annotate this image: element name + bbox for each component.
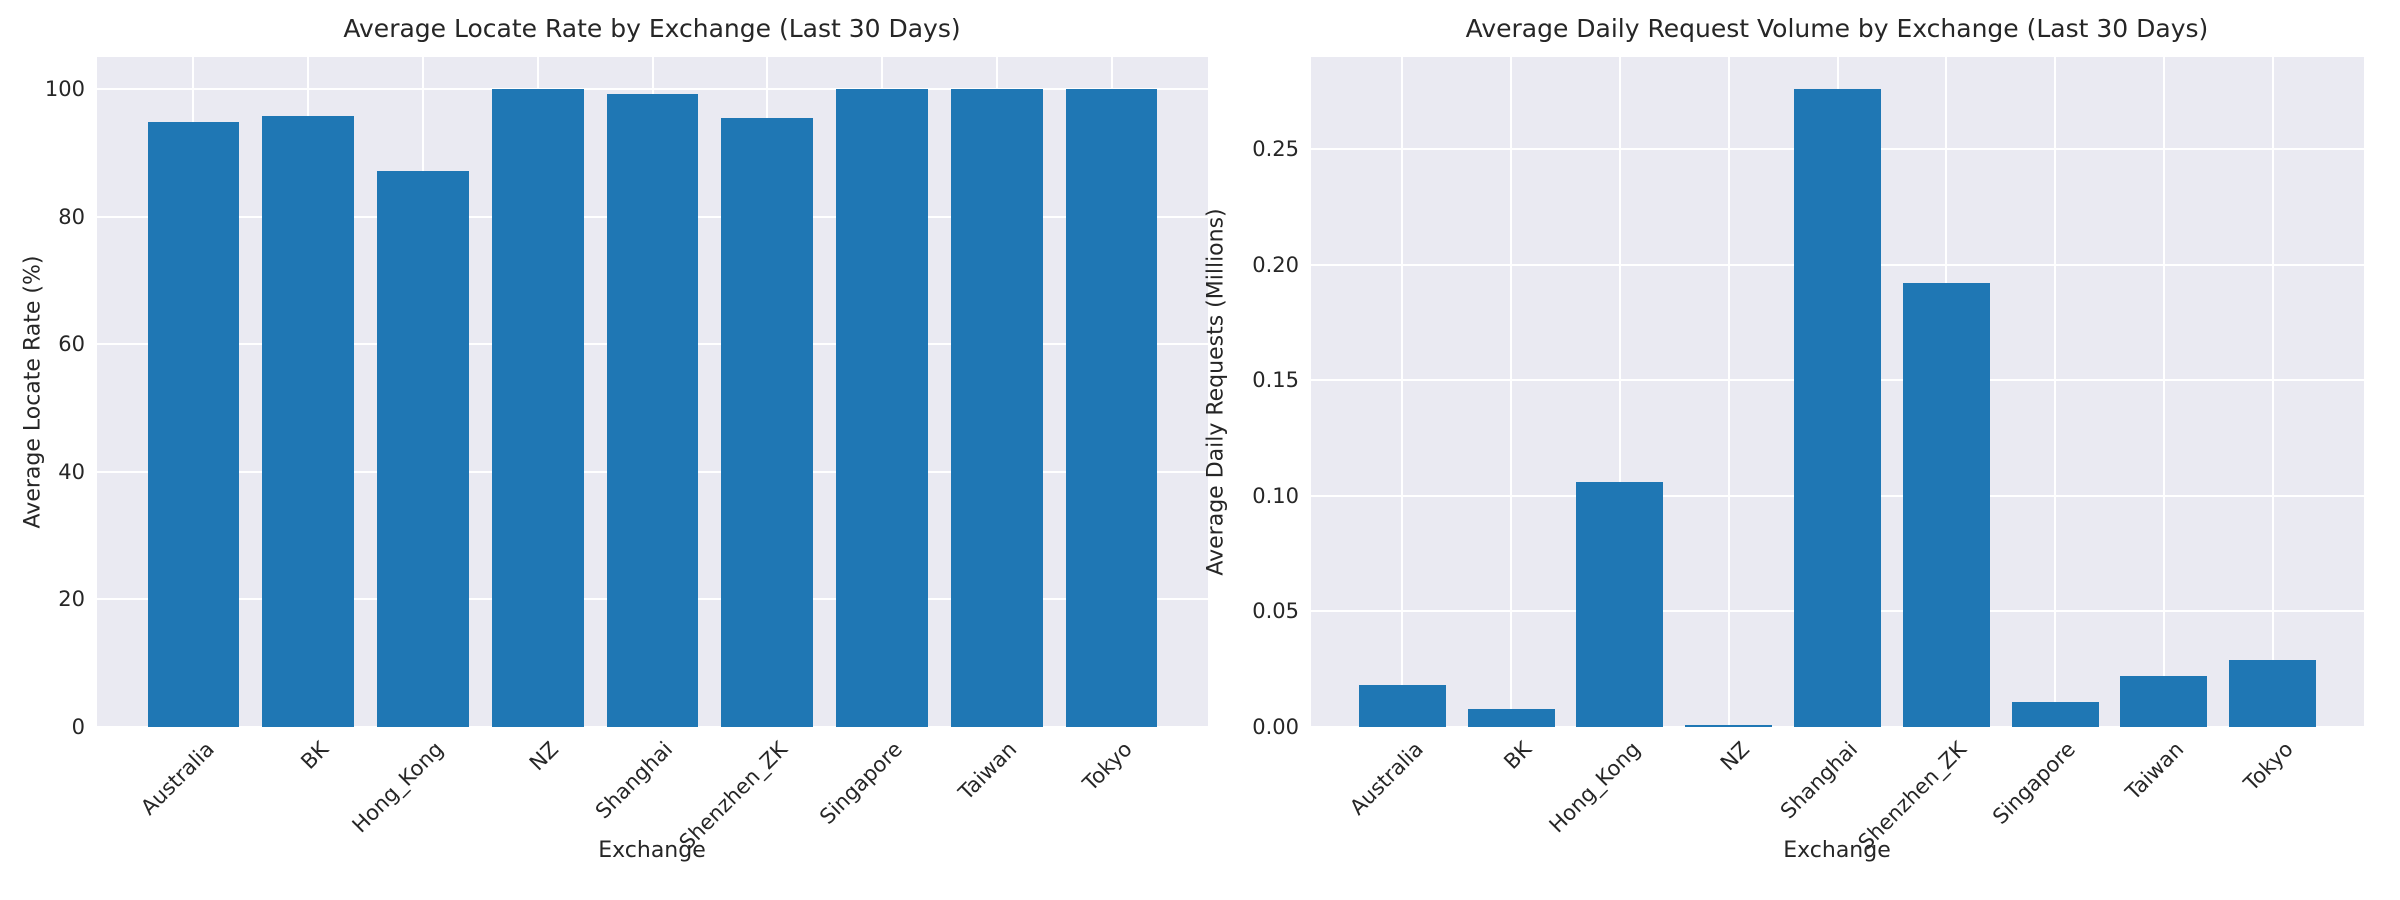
x-tick-label-singapore: Singapore [1988,737,2081,829]
y-tick-label: 100 [44,76,85,101]
gridline-horizontal [97,726,1208,728]
x-tick-label-nz: NZ [524,737,563,776]
bar-australia [147,122,240,727]
bar-shenzhen_zk [721,118,814,727]
bar-taiwan [950,88,1043,727]
x-tick-label-australia: Australia [135,737,219,820]
y-axis-label: Average Locate Rate (%) [20,255,46,529]
bar-shanghai [606,94,699,727]
chart-title: Average Locate Rate by Exchange (Last 30… [343,14,961,43]
bar-tokyo [1065,88,1158,727]
bar-singapore [836,88,928,727]
y-tick-label: 60 [58,332,85,357]
y-tick-label: 0 [71,715,85,739]
y-tick-label: 80 [58,204,85,229]
y-tick-label: 20 [58,587,85,612]
bar-singapore [2011,701,2099,727]
gridline-vertical [2054,57,2057,727]
bar-bk [1467,708,1555,727]
x-axis-label: Exchange [1783,838,1891,863]
plot-area [97,57,1208,728]
bar-hong_kong [377,171,469,727]
gridline-vertical [2162,57,2165,727]
y-tick-label: 0.20 [1252,252,1299,277]
y-tick-label: 40 [58,459,85,484]
x-tick-label-nz: NZ [1715,737,1754,776]
gridline-vertical [1401,57,1404,727]
x-tick-label-singapore: Singapore [815,737,908,829]
bar-taiwan [2120,676,2208,727]
x-tick-label-hong_kong: Hong_Kong [347,737,448,838]
gridline-vertical [2271,57,2274,727]
y-tick-label: 0.05 [1252,599,1299,624]
gridline-horizontal [1311,726,2364,728]
x-tick-label-hong_kong: Hong_Kong [1544,737,1645,838]
x-tick-label-tokyo: Tokyo [2239,737,2298,796]
bar-nz [491,88,584,727]
x-axis-label: Exchange [598,838,706,863]
x-tick-label-bk: BK [1499,737,1537,774]
chart-title: Average Daily Request Volume by Exchange… [1465,14,2209,43]
gridline-vertical [1510,57,1513,727]
bar-hong_kong [1576,482,1664,727]
x-tick-label-taiwan: Taiwan [2121,737,2189,805]
x-tick-label-shenzhen_zk: Shenzhen_ZK [1853,737,1972,855]
x-tick-label-tokyo: Tokyo [1078,737,1137,796]
x-tick-label-australia: Australia [1344,737,1428,820]
gridline-vertical [1618,57,1621,727]
y-tick-label: 0.15 [1252,368,1299,393]
x-tick-label-shenzhen_zk: Shenzhen_ZK [674,737,793,855]
gridline-vertical [1727,57,1730,727]
y-tick-label: 0.25 [1252,137,1299,162]
x-tick-label-taiwan: Taiwan [954,737,1022,805]
bar-shanghai [1793,89,1881,727]
bar-tokyo [2229,660,2317,727]
x-tick-label-bk: BK [296,737,334,774]
y-tick-label: 0.10 [1252,483,1299,508]
x-tick-label-shanghai: Shanghai [1776,737,1863,824]
plot-area [1311,57,2364,728]
bar-australia [1358,685,1446,727]
bar-bk [262,115,355,727]
bar-shenzhen_zk [1902,283,1990,727]
bar-nz [1685,724,1773,727]
x-tick-label-shanghai: Shanghai [591,737,678,824]
y-tick-label: 0.00 [1252,715,1299,739]
